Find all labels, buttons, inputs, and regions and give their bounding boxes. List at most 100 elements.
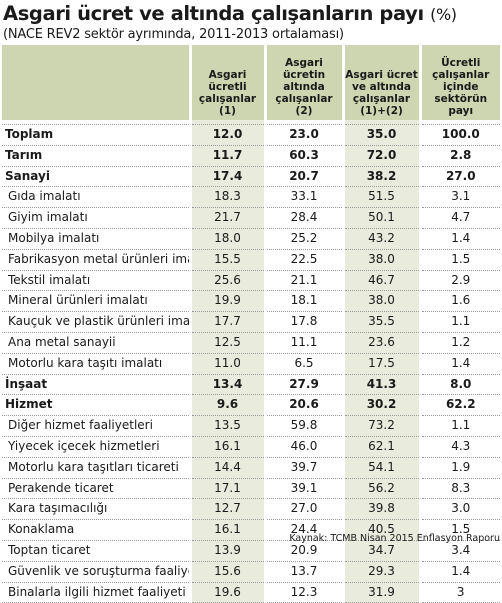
- row-value-col2: 33.1: [265, 187, 343, 208]
- row-value-col2: 20.7: [265, 166, 343, 187]
- row-name: Motorlu kara taşıtı imalatı: [2, 353, 190, 374]
- row-value-col3: 50.1: [343, 208, 420, 229]
- row-value-col3: 31.9: [343, 582, 420, 603]
- table-row: Gıda imalatı 18.3 33.1 51.5 3.1: [2, 187, 500, 208]
- table-row: Tarım 11.7 60.3 72.0 2.8: [2, 145, 500, 166]
- row-value-col1: 16.1: [190, 520, 265, 541]
- row-value-col2: 13.7: [265, 561, 343, 582]
- row-value-col1: 25.6: [190, 270, 265, 291]
- row-value-col2: 22.5: [265, 249, 343, 270]
- row-value-col3: 38.0: [343, 249, 420, 270]
- table-row: Hizmet 9.6 20.6 30.2 62.2: [2, 395, 500, 416]
- row-name: Hizmet: [2, 395, 190, 416]
- row-value-col2: 27.0: [265, 499, 343, 520]
- header-col4: Ücretli çalışanlar içinde sektörün payı: [420, 45, 500, 120]
- row-value-col2: 60.3: [265, 145, 343, 166]
- row-value-col2: 25.2: [265, 228, 343, 249]
- row-value-col4: 1.9: [420, 457, 500, 478]
- row-value-col3: 43.2: [343, 228, 420, 249]
- page-title: Asgari ücret ve altında çalışanların pay…: [3, 2, 457, 25]
- row-value-col3: 51.5: [343, 187, 420, 208]
- row-value-col1: 17.4: [190, 166, 265, 187]
- row-value-col1: 18.3: [190, 187, 265, 208]
- row-value-col1: 18.0: [190, 228, 265, 249]
- row-name: Motorlu kara taşıtları ticareti: [2, 457, 190, 478]
- row-name: Binalarla ilgili hizmet faaliyeti: [2, 582, 190, 603]
- row-value-col1: 19.6: [190, 582, 265, 603]
- table-row: Toplam 12.0 23.0 35.0 100.0: [2, 125, 500, 146]
- row-value-col2: 59.8: [265, 416, 343, 437]
- row-value-col1: 11.7: [190, 145, 265, 166]
- row-value-col1: 11.0: [190, 353, 265, 374]
- table-row: Motorlu kara taşıtı imalatı 11.0 6.5 17.5 1.…: [2, 353, 500, 374]
- row-value-col3: 41.3: [343, 374, 420, 395]
- row-value-col3: 17.5: [343, 353, 420, 374]
- row-value-col4: 3.0: [420, 499, 500, 520]
- header-col1: Asgari ücretli çalışanlar (1): [190, 45, 265, 120]
- row-value-col4: 3.1: [420, 187, 500, 208]
- row-name: Kara taşımacılığı: [2, 499, 190, 520]
- row-name: Perakende ticaret: [2, 478, 190, 499]
- row-value-col3: 29.3: [343, 561, 420, 582]
- table-row: Sanayi 17.4 20.7 38.2 27.0: [2, 166, 500, 187]
- row-value-col2: 17.8: [265, 312, 343, 333]
- row-value-col4: 62.2: [420, 395, 500, 416]
- row-value-col3: 35.5: [343, 312, 420, 333]
- table-row: Binalarla ilgili hizmet faaliyeti 19.6 12.…: [2, 582, 500, 603]
- row-name: Mobilya imalatı: [2, 228, 190, 249]
- row-name: Ana metal sanayii: [2, 332, 190, 353]
- row-value-col3: 72.0: [343, 145, 420, 166]
- row-value-col1: 13.5: [190, 416, 265, 437]
- row-name: Diğer hizmet faaliyetleri: [2, 416, 190, 437]
- row-name: Toplam: [2, 125, 190, 146]
- table-row: Motorlu kara taşıtları ticareti 14.4 39.7 5…: [2, 457, 500, 478]
- row-value-col1: 15.6: [190, 561, 265, 582]
- row-value-col3: 30.2: [343, 395, 420, 416]
- row-value-col4: 1.4: [420, 561, 500, 582]
- row-value-col1: 13.9: [190, 540, 265, 561]
- row-value-col1: 13.4: [190, 374, 265, 395]
- row-value-col3: 54.1: [343, 457, 420, 478]
- row-value-col2: 6.5: [265, 353, 343, 374]
- table-row: Güvenlik ve soruşturma faaliyeti 15.6 13.7…: [2, 561, 500, 582]
- row-name: Mineral ürünleri imalatı: [2, 291, 190, 312]
- source-note: Kaynak: TCMB Nisan 2015 Enflasyon Raporu: [289, 533, 500, 544]
- row-value-col4: 2.9: [420, 270, 500, 291]
- row-value-col4: 4.7: [420, 208, 500, 229]
- row-value-col3: 23.6: [343, 332, 420, 353]
- row-value-col2: 39.1: [265, 478, 343, 499]
- page-subtitle: (NACE REV2 sektör ayrımında, 2011-2013 o…: [3, 27, 344, 42]
- row-value-col2: 11.1: [265, 332, 343, 353]
- table-row: İnşaat 13.4 27.9 41.3 8.0: [2, 374, 500, 395]
- row-value-col4: 1.6: [420, 291, 500, 312]
- row-name: Güvenlik ve soruşturma faaliyeti: [2, 561, 190, 582]
- row-value-col3: 56.2: [343, 478, 420, 499]
- row-value-col1: 14.4: [190, 457, 265, 478]
- row-value-col1: 12.0: [190, 125, 265, 146]
- row-value-col1: 12.7: [190, 499, 265, 520]
- table-row: Yiyecek içecek hizmetleri 16.1 46.0 62.1 4.3: [2, 436, 500, 457]
- row-value-col2: 23.0: [265, 125, 343, 146]
- row-value-col2: 20.6: [265, 395, 343, 416]
- row-value-col1: 17.1: [190, 478, 265, 499]
- title-unit: (%): [430, 5, 457, 24]
- row-value-col3: 46.7: [343, 270, 420, 291]
- row-value-col2: 46.0: [265, 436, 343, 457]
- row-value-col1: 19.9: [190, 291, 265, 312]
- header-col2: Asgari ücretin altında çalışanlar (2): [265, 45, 343, 120]
- row-value-col4: 1.2: [420, 332, 500, 353]
- row-name: Sanayi: [2, 166, 190, 187]
- table-row: Ana metal sanayii 12.5 11.1 23.6 1.2: [2, 332, 500, 353]
- row-value-col4: 8.3: [420, 478, 500, 499]
- row-value-col4: 100.0: [420, 125, 500, 146]
- header-col3: Asgari ücret ve altında çalışanlar (1)+(…: [343, 45, 420, 120]
- table-row: Kara taşımacılığı 12.7 27.0 39.8 3.0: [2, 499, 500, 520]
- row-value-col1: 15.5: [190, 249, 265, 270]
- row-value-col4: 27.0: [420, 166, 500, 187]
- row-value-col3: 35.0: [343, 125, 420, 146]
- row-value-col2: 21.1: [265, 270, 343, 291]
- data-table: Asgari ücretli çalışanlar (1) Asgari ücr…: [2, 45, 500, 603]
- row-value-col1: 12.5: [190, 332, 265, 353]
- row-value-col3: 38.2: [343, 166, 420, 187]
- table-body: Toplam 12.0 23.0 35.0 100.0 Tarım 11.7 60.3 72.0…: [2, 120, 500, 603]
